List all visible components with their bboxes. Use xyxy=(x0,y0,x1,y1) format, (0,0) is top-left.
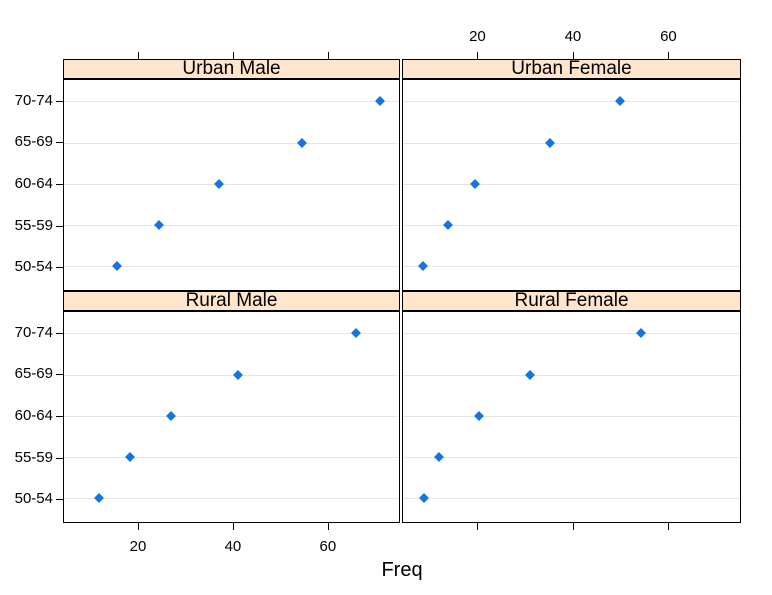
x-tick-label: 20 xyxy=(129,538,147,555)
x-tick xyxy=(477,523,479,530)
data-point xyxy=(635,328,646,339)
y-tick-label: 70-74 xyxy=(14,91,53,109)
gridline xyxy=(64,498,399,500)
y-tick-label: 55-59 xyxy=(14,448,53,466)
x-tick xyxy=(327,523,329,530)
gridline xyxy=(403,183,740,185)
gridline xyxy=(403,415,740,417)
y-tick xyxy=(56,415,63,417)
x-tick xyxy=(572,523,574,530)
x-tick xyxy=(668,52,670,59)
panel-strip-urban-male: Urban Male xyxy=(63,59,400,79)
data-point xyxy=(417,261,428,272)
y-tick xyxy=(56,374,63,376)
y-tick-label: 55-59 xyxy=(14,216,53,234)
x-tick-label: 20 xyxy=(469,28,486,45)
gridline xyxy=(403,225,740,227)
gridline xyxy=(403,101,740,103)
panel-urban-female xyxy=(402,79,741,291)
y-tick-label: 65-69 xyxy=(14,133,53,151)
gridline xyxy=(64,333,399,335)
gridline xyxy=(403,498,740,500)
panel-rural-male xyxy=(63,311,400,523)
strip-label-rural-female: Rural Female xyxy=(514,290,629,311)
data-point xyxy=(153,220,164,231)
y-tick-label: 50-54 xyxy=(14,258,53,276)
data-point xyxy=(296,137,307,148)
x-tick xyxy=(477,52,479,59)
gridline xyxy=(64,101,399,103)
gridline xyxy=(64,183,399,185)
x-tick xyxy=(232,52,234,59)
gridline xyxy=(64,457,399,459)
x-tick xyxy=(232,523,234,530)
y-tick xyxy=(56,332,63,334)
x-axis-label: Freq xyxy=(381,559,423,581)
x-tick xyxy=(137,523,139,530)
x-tick xyxy=(327,52,329,59)
panel-rural-female xyxy=(402,311,741,523)
strip-label-urban-male: Urban Male xyxy=(182,58,281,79)
gridline xyxy=(64,415,399,417)
gridline xyxy=(403,142,740,144)
data-point xyxy=(419,493,430,504)
strip-label-urban-female: Urban Female xyxy=(511,58,632,79)
data-point xyxy=(213,178,224,189)
panel-strip-rural-male: Rural Male xyxy=(63,291,400,311)
x-tick-label: 40 xyxy=(224,538,242,555)
data-point xyxy=(469,178,480,189)
y-tick-label: 60-64 xyxy=(14,406,53,424)
data-point xyxy=(111,261,122,272)
gridline xyxy=(64,266,399,268)
y-tick-label: 50-54 xyxy=(14,490,53,508)
data-point xyxy=(166,410,177,421)
panel-urban-male xyxy=(63,79,400,291)
y-tick xyxy=(56,499,63,501)
gridline xyxy=(403,457,740,459)
x-tick xyxy=(572,52,574,59)
data-point xyxy=(433,452,444,463)
gridline xyxy=(403,266,740,268)
data-point xyxy=(94,493,105,504)
y-tick xyxy=(56,183,63,185)
y-tick xyxy=(56,457,63,459)
x-tick-label: 40 xyxy=(564,28,582,45)
y-tick xyxy=(56,267,63,269)
gridline xyxy=(403,374,740,376)
y-tick xyxy=(56,142,63,144)
gridline xyxy=(64,374,399,376)
x-tick-label: 60 xyxy=(660,28,677,45)
data-point xyxy=(615,96,626,107)
gridline xyxy=(64,142,399,144)
gridline xyxy=(64,225,399,227)
y-tick xyxy=(56,225,63,227)
y-tick xyxy=(56,100,63,102)
y-tick-label: 65-69 xyxy=(14,365,53,383)
data-point xyxy=(524,369,535,380)
x-tick xyxy=(137,52,139,59)
x-tick-label: 60 xyxy=(319,538,337,555)
data-point xyxy=(442,220,453,231)
strip-label-rural-male: Rural Male xyxy=(185,290,278,311)
panel-strip-rural-female: Rural Female xyxy=(402,291,741,311)
data-point xyxy=(350,328,361,339)
data-point xyxy=(544,137,555,148)
x-tick xyxy=(668,523,670,530)
gridline xyxy=(403,333,740,335)
data-point xyxy=(124,452,135,463)
y-tick-label: 70-74 xyxy=(14,323,53,341)
data-point xyxy=(374,96,385,107)
data-point xyxy=(232,369,243,380)
y-tick-label: 60-64 xyxy=(14,174,53,192)
data-point xyxy=(474,410,485,421)
panel-strip-urban-female: Urban Female xyxy=(402,59,741,79)
